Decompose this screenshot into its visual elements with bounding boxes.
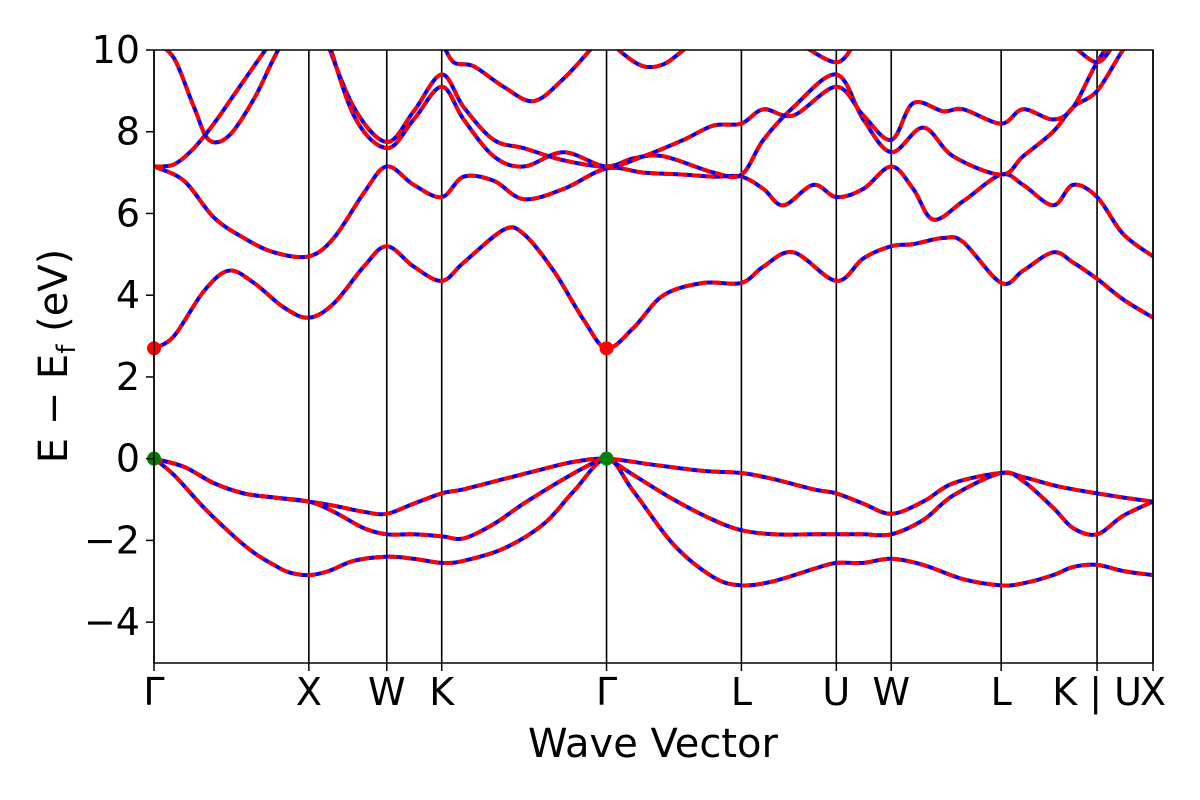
x-tick-label: W: [368, 670, 406, 714]
band-12-spin-down: [806, 50, 853, 65]
band-5-spin-down: [154, 164, 1153, 260]
y-axis-label-main: E − E: [31, 354, 77, 464]
band-3-spin-down: [154, 455, 1153, 542]
band-10-spin-down: [443, 50, 593, 104]
x-tick-label: Γ: [596, 670, 617, 714]
plot-frame: [153, 49, 1154, 664]
band-9-spin-up: [329, 50, 1108, 169]
band-13-spin-down: [1074, 50, 1113, 65]
y-tick-label: 10: [92, 28, 140, 72]
y-tick-label: −4: [84, 600, 140, 644]
y-tick-label: −2: [84, 518, 140, 562]
x-tick-label: L: [731, 670, 752, 714]
band-7-spin-up: [163, 50, 281, 145]
band-11-spin-down: [615, 50, 687, 70]
y-tick-label: 8: [116, 110, 140, 154]
vbm-marker: [599, 451, 614, 466]
band-4-spin-up: [154, 225, 1153, 351]
extrema-markers: [147, 341, 614, 466]
x-tick-label: W: [872, 670, 910, 714]
band-1-spin-down: [154, 456, 1153, 588]
band-12-spin-up: [806, 50, 853, 65]
y-axis: −4 −2 0 2 4 6 8 10: [84, 28, 154, 644]
x-tick-label: Γ: [143, 670, 164, 714]
band-8-spin-down: [327, 50, 1126, 180]
band-6-spin-down: [154, 50, 268, 169]
band-6-spin-up: [154, 50, 268, 169]
bands: [154, 50, 1153, 588]
x-tick-label: U: [822, 670, 850, 714]
y-tick-label: 0: [116, 437, 140, 481]
band-10-spin-up: [443, 50, 593, 104]
band-5-spin-up: [154, 164, 1153, 260]
y-axis-label-sub: f: [52, 344, 82, 354]
y-axis-label-unit: (eV): [31, 249, 77, 345]
x-axis-label: Wave Vector: [528, 721, 779, 767]
band-11-spin-up: [615, 50, 687, 70]
band-7-spin-down: [163, 50, 281, 145]
band-13-spin-up: [1074, 50, 1113, 65]
band-3-spin-up: [154, 455, 1153, 542]
x-tick-label: X: [1140, 670, 1166, 714]
kpoint-gridlines: [153, 50, 1154, 663]
y-tick-label: 4: [116, 273, 140, 317]
x-tick-label: K: [429, 670, 455, 714]
cbm-marker: [599, 341, 614, 356]
x-tick-label: X: [296, 670, 322, 714]
y-axis-label: E − Ef (eV): [31, 249, 82, 464]
y-tick-label: 2: [116, 355, 140, 399]
x-tick-label: K | U: [1052, 670, 1142, 715]
y-tick-label: 6: [116, 191, 140, 235]
band-4-spin-down: [154, 225, 1153, 351]
x-tick-label: L: [991, 670, 1012, 714]
band-9-spin-down: [329, 50, 1108, 169]
